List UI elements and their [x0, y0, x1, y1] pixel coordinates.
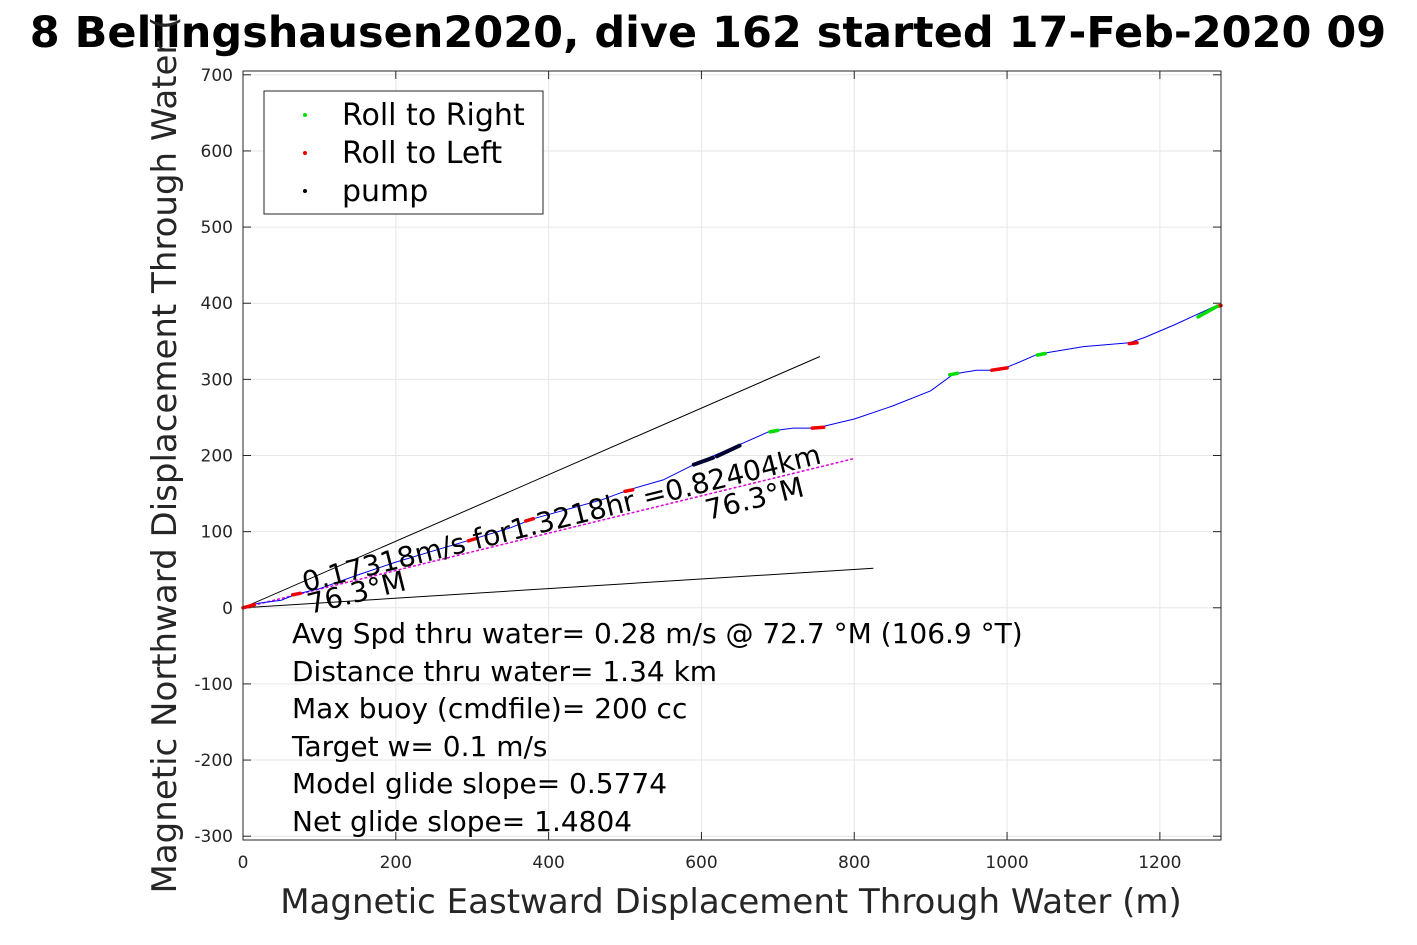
y-tick-label: 600	[201, 142, 233, 162]
y-tick-label: -100	[194, 675, 233, 695]
stat-max-buoy: Max buoy (cmdfile)= 200 cc	[292, 692, 687, 725]
x-tick-label: 1000	[985, 853, 1028, 873]
y-tick-label: 200	[201, 447, 233, 467]
legend-marker-roll-left	[303, 151, 307, 155]
y-tick-label: 0	[222, 599, 233, 619]
legend-box	[263, 90, 544, 215]
roll-right-segment	[768, 428, 780, 434]
roll-left-segment	[810, 425, 826, 430]
axis-ticks: 0 200 400 600 800 1000 1200 -300 -200 -100 0 100 200…	[194, 66, 1221, 873]
roll-left-segment	[1127, 341, 1139, 346]
legend-marker-roll-right	[303, 113, 307, 117]
pump-segment	[691, 455, 715, 467]
y-tick-label: -300	[194, 827, 233, 847]
legend-label-roll-left: Roll to Left	[342, 136, 502, 171]
legend-label-pump: pump	[342, 174, 428, 209]
stat-model-glide: Model glide slope= 0.5774	[292, 767, 667, 800]
roll-left-segment	[241, 602, 257, 610]
roll-right-segment	[948, 371, 960, 377]
roll-right-segment	[1035, 351, 1048, 357]
stat-net-glide: Net glide slope= 1.4804	[292, 805, 632, 838]
x-tick-label: 400	[532, 853, 564, 873]
plot-frame	[242, 70, 1222, 841]
x-tick-label: 0	[238, 853, 249, 873]
x-tick-label: 800	[838, 853, 870, 873]
stat-target-w: Target w= 0.1 m/s	[291, 730, 548, 763]
y-tick-label: 500	[201, 218, 233, 238]
y-tick-label: 100	[201, 523, 233, 543]
roll-left-segment	[523, 516, 536, 523]
y-tick-label: 700	[201, 66, 233, 86]
x-axis-label: Magnetic Eastward Displacement Through W…	[280, 882, 1182, 922]
cone-line	[242, 567, 874, 609]
x-tick-label: 600	[685, 853, 717, 873]
roll-left-segment	[290, 591, 303, 597]
series-layer	[241, 303, 1223, 610]
roll-left-segment	[990, 366, 1009, 372]
cone-line	[242, 356, 821, 609]
roll-left-segment	[623, 488, 635, 494]
legend: Roll to Right Roll to Left pump	[263, 90, 544, 215]
y-axis-label: Magnetic Northward Displacement Through …	[145, 17, 185, 894]
y-tick-label: 400	[201, 294, 233, 314]
x-tick-label: 200	[380, 853, 412, 873]
x-tick-label: 1200	[1138, 853, 1181, 873]
stat-avg-speed: Avg Spd thru water= 0.28 m/s @ 72.7 °M (…	[292, 617, 1023, 650]
roll-right-segment	[1196, 304, 1219, 319]
grid	[242, 71, 1221, 840]
legend-label-roll-right: Roll to Right	[342, 98, 525, 133]
legend-marker-pump	[303, 189, 307, 193]
chart-title: 8 Bellingshausen2020, dive 162 started 1…	[30, 8, 1386, 58]
roll-left-segment	[466, 536, 478, 543]
y-tick-label: 300	[201, 370, 233, 390]
y-tick-label: -200	[194, 751, 233, 771]
pump-segment	[714, 443, 742, 459]
stat-distance: Distance thru water= 1.34 km	[292, 655, 717, 688]
stats-block: Avg Spd thru water= 0.28 m/s @ 72.7 °M (…	[291, 617, 1023, 838]
